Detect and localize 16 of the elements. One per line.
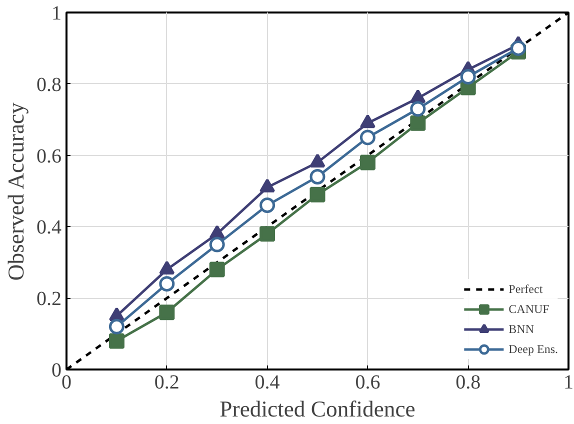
x-tick-label: 1 — [564, 372, 574, 394]
legend-label: Deep Ens. — [508, 342, 558, 356]
y-tick-label: 0.8 — [36, 74, 62, 96]
legend-label: CANUF — [508, 302, 550, 316]
legend-label: BNN — [508, 322, 534, 336]
x-tick-label: 0.2 — [154, 372, 180, 394]
y-tick-label: 0.4 — [36, 216, 62, 239]
x-axis-title: Predicted Confidence — [220, 396, 416, 422]
y-tick-label: 1 — [52, 2, 62, 24]
y-axis-title: Observed Accuracy — [4, 102, 28, 281]
x-tick-label: 0.8 — [456, 372, 481, 394]
x-tick-label: 0.4 — [254, 372, 280, 394]
y-tick-label: 0.6 — [36, 145, 62, 168]
y-tick-label: 0.2 — [36, 288, 62, 310]
x-tick-label: 0.6 — [355, 372, 380, 394]
legend-label: Perfect — [508, 282, 543, 296]
